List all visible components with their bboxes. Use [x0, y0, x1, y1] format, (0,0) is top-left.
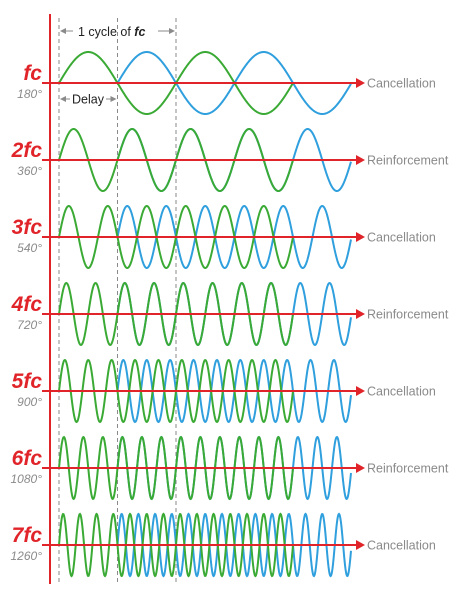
- axis-arrow-icon: [356, 463, 365, 473]
- cycle-label-fc: fc: [134, 25, 145, 39]
- cycle-label-text: 1 cycle of: [78, 25, 134, 39]
- cycle-arrow-left-icon: [60, 28, 66, 34]
- harmonic-label: 7fc: [12, 524, 43, 547]
- delay-arrow-right-icon: [110, 96, 117, 102]
- phase-degrees-label: 360°: [17, 164, 42, 178]
- result-label: Cancellation: [367, 231, 436, 245]
- harmonic-label: 4fc: [11, 293, 43, 316]
- harmonic-row-6: 6fc 1080° Reinforcement: [11, 435, 449, 501]
- harmonic-label: 3fc: [12, 216, 43, 239]
- harmonic-label: 5fc: [12, 370, 43, 393]
- phase-degrees-label: 1080°: [11, 472, 43, 486]
- header-annotations: 1 cycle of fc Delay: [60, 25, 175, 107]
- result-label: Reinforcement: [367, 154, 449, 168]
- harmonic-row-3: 3fc 540° Cancellation: [12, 205, 436, 269]
- harmonic-rows: fc 180° Cancellation 2fc 360° Reinforcement 3f…: [11, 51, 449, 578]
- harmonic-row-1: fc 180° Cancellation: [17, 51, 436, 115]
- axis-arrow-icon: [356, 386, 365, 396]
- harmonic-row-2: 2fc 360° Reinforcement: [11, 127, 449, 193]
- cycle-label: 1 cycle of fc: [78, 25, 145, 39]
- axis-arrow-icon: [356, 155, 365, 165]
- axis-arrow-icon: [356, 78, 365, 88]
- phase-degrees-label: 900°: [17, 395, 42, 409]
- guide-lines: [58, 18, 177, 584]
- result-label: Cancellation: [367, 539, 436, 553]
- axis-arrow-icon: [356, 232, 365, 242]
- harmonic-row-5: 5fc 900° Cancellation: [12, 358, 436, 424]
- phase-degrees-label: 540°: [17, 241, 42, 255]
- result-label: Reinforcement: [367, 308, 449, 322]
- result-label: Cancellation: [367, 77, 436, 91]
- harmonic-row-7: 7fc 1260° Cancellation: [11, 512, 436, 578]
- phase-degrees-label: 1260°: [11, 549, 43, 563]
- axis-arrow-icon: [356, 309, 365, 319]
- delay-label: Delay: [72, 93, 105, 107]
- harmonic-label: 2fc: [11, 139, 43, 162]
- result-label: Reinforcement: [367, 462, 449, 476]
- phase-degrees-label: 180°: [17, 87, 42, 101]
- harmonic-label: fc: [23, 62, 42, 85]
- result-label: Cancellation: [367, 385, 436, 399]
- axis-arrow-icon: [356, 540, 365, 550]
- harmonic-label: 6fc: [12, 447, 43, 470]
- cycle-arrow-right-icon: [169, 28, 175, 34]
- harmonic-row-4: 4fc 720° Reinforcement: [11, 281, 449, 347]
- phase-degrees-label: 720°: [17, 318, 42, 332]
